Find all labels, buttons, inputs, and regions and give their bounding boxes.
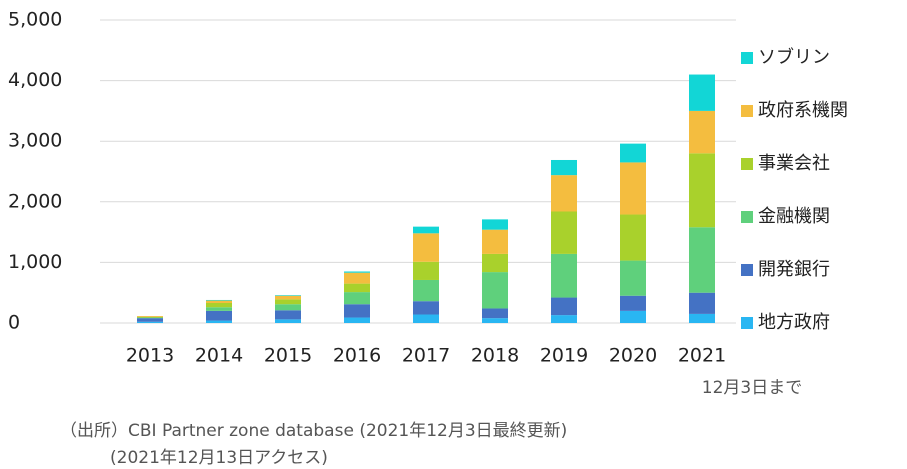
bar-segment xyxy=(689,227,715,293)
source-line: (2021年12月13日アクセス) xyxy=(110,448,328,468)
x-tick-label: 2019 xyxy=(540,345,588,367)
bar-segment xyxy=(482,318,508,323)
x-tick-label: 2018 xyxy=(471,345,519,367)
bar-segment xyxy=(551,297,577,316)
bar-segment xyxy=(344,292,370,305)
bar-segment xyxy=(206,299,232,301)
bar-segment xyxy=(620,214,646,261)
bar-segment xyxy=(413,314,439,323)
bar-segment xyxy=(413,233,439,262)
bar-segment xyxy=(137,317,163,319)
bar-segment xyxy=(620,162,646,215)
bar-segment xyxy=(275,310,301,320)
bar-segment xyxy=(551,211,577,254)
bar-segment xyxy=(413,279,439,302)
x-tick-label: 2014 xyxy=(195,345,243,367)
bar-segment xyxy=(551,253,577,298)
legend-swatch xyxy=(741,317,753,329)
y-tick-label: 5,000 xyxy=(8,9,62,31)
bar-segment xyxy=(206,320,232,323)
legend-label: 開発銀行 xyxy=(758,259,830,280)
bar-segment xyxy=(482,253,508,273)
y-tick-label: 3,000 xyxy=(8,130,62,152)
bar-segment xyxy=(413,301,439,315)
bar-segment xyxy=(620,143,646,163)
bar-segment xyxy=(137,321,163,323)
y-tick-label: 0 xyxy=(8,312,20,334)
bar-segment xyxy=(206,300,232,304)
legend-swatch xyxy=(741,105,753,117)
bar-segment xyxy=(689,292,715,314)
legend-label: ソブリン xyxy=(758,46,830,68)
bar-segment xyxy=(620,295,646,311)
legend-swatch xyxy=(741,264,753,276)
bar-segment xyxy=(551,159,577,176)
bar-segment xyxy=(137,318,163,322)
bar-segment xyxy=(344,317,370,323)
bar-segment xyxy=(275,299,301,305)
bar-segment xyxy=(551,315,577,323)
bar-segment xyxy=(482,308,508,319)
bar-segment xyxy=(137,316,163,318)
bar-segment xyxy=(206,303,232,308)
bar-segment xyxy=(344,283,370,293)
bar-segment xyxy=(275,304,301,311)
x-tick-label: 2017 xyxy=(402,345,450,367)
bar-segment xyxy=(689,74,715,111)
bar-segment xyxy=(689,153,715,228)
legend-label: 事業会社 xyxy=(758,153,830,174)
bar-segment xyxy=(275,319,301,323)
x-tick-label: 2020 xyxy=(609,345,657,367)
annotation: 12月3日まで xyxy=(702,378,802,398)
y-tick-label: 1,000 xyxy=(8,251,62,273)
bar-segment xyxy=(275,295,301,296)
x-tick-label: 2015 xyxy=(264,345,312,367)
bar-segment xyxy=(413,261,439,280)
y-tick-label: 4,000 xyxy=(8,69,62,91)
bar-segment xyxy=(344,271,370,273)
legend-label: 金融機関 xyxy=(758,206,830,227)
legend-swatch xyxy=(741,158,753,170)
bar-segment xyxy=(206,310,232,321)
legend-swatch xyxy=(741,52,753,64)
bar-segment xyxy=(689,110,715,154)
legend-label: 地方政府 xyxy=(758,312,830,333)
bar-segment xyxy=(344,272,370,284)
source-line: （出所）CBI Partner zone database (2021年12月3… xyxy=(60,421,567,441)
bar-segment xyxy=(620,310,646,323)
bar-segment xyxy=(482,219,508,230)
bar-segment xyxy=(413,226,439,234)
x-tick-label: 2016 xyxy=(333,345,381,367)
x-tick-label: 2021 xyxy=(678,345,726,367)
legend-swatch xyxy=(741,211,753,223)
bar-segment xyxy=(275,295,301,300)
bar-segment xyxy=(482,272,508,309)
bar-segment xyxy=(482,229,508,254)
x-tick-label: 2013 xyxy=(126,345,174,367)
legend-label: 政府系機関 xyxy=(758,100,848,121)
bar-segment xyxy=(689,313,715,323)
bar-segment xyxy=(620,260,646,296)
y-tick-label: 2,000 xyxy=(8,190,62,212)
bar-segment xyxy=(206,307,232,311)
bar-segment xyxy=(344,304,370,318)
bar-segment xyxy=(551,175,577,212)
bar-segment xyxy=(137,316,163,317)
